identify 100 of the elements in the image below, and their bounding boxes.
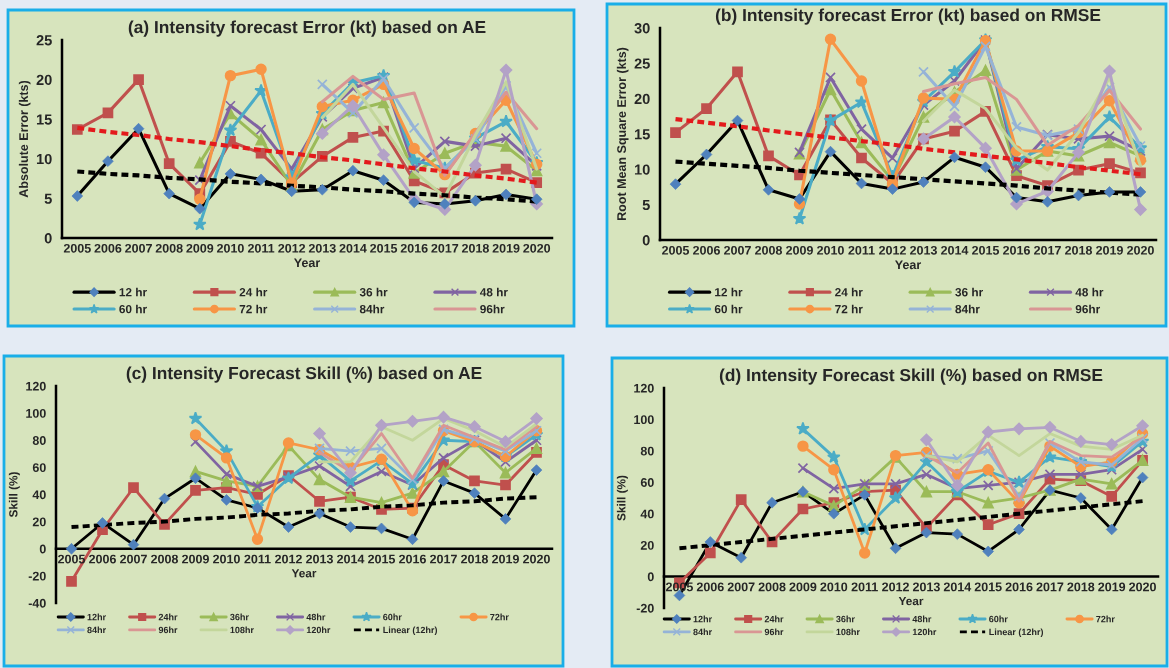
x-tick-label: 2018 — [461, 554, 489, 564]
x-tick-label: 2010 — [213, 554, 240, 564]
y-tick-label: 30 — [634, 23, 650, 34]
y-axis-title: Skill (%) — [8, 472, 20, 518]
legend-label: 60hr — [989, 615, 1008, 623]
x-tick-label: 2007 — [727, 582, 755, 592]
legend-label: 84hr — [87, 626, 106, 634]
x-tick-label: 2017 — [431, 243, 459, 253]
legend-label: 84hr — [955, 304, 980, 314]
x-tick-label: 2020 — [1127, 245, 1154, 255]
x-tick-label: 2019 — [492, 243, 520, 253]
x-tick-label: 2014 — [337, 554, 365, 564]
y-tick-label: 40 — [640, 509, 654, 519]
legend-label: 24hr — [158, 613, 178, 621]
x-tick-label: 2019 — [1098, 582, 1126, 592]
legend-label: 60hr — [383, 613, 402, 621]
x-tick-label: 2015 — [368, 554, 396, 564]
x-tick-label: 2018 — [1065, 245, 1093, 255]
x-tick-label: 2020 — [523, 554, 550, 564]
x-tick-label: 2012 — [275, 554, 302, 564]
y-tick-label: 0 — [44, 233, 52, 244]
x-tick-label: 2014 — [941, 245, 969, 255]
legend-label: 48 hr — [1075, 287, 1104, 297]
legend-label: 96hr — [158, 626, 178, 634]
legend-label: Linear (12hr) — [383, 626, 437, 635]
x-tick-label: 2017 — [1034, 245, 1061, 255]
chart-title: (c) Intensity Forecast Skill (%) based on AE — [126, 366, 482, 383]
x-tick-label: 2006 — [89, 554, 116, 564]
x-tick-label: 2010 — [216, 243, 244, 253]
legend-label: 48 hr — [479, 287, 508, 297]
y-tick-label: 60 — [640, 478, 654, 487]
y-tick-label: -40 — [28, 598, 46, 608]
x-tick-label: 2013 — [306, 554, 333, 564]
legend-label: 12hr — [87, 613, 106, 621]
legend-label: 96hr — [1075, 304, 1101, 314]
legend-label: 24 hr — [835, 287, 863, 297]
x-tick-label: 2009 — [786, 245, 813, 255]
x-tick-label: 2010 — [820, 582, 848, 592]
legend-label: 48hr — [306, 613, 326, 621]
legend-label: 120hr — [912, 628, 937, 636]
x-tick-label: 2006 — [693, 245, 720, 255]
legend-label: 24hr — [764, 615, 784, 623]
x-tick-label: 2013 — [308, 243, 336, 253]
y-tick-label: 5 — [44, 193, 52, 204]
x-tick-label: 2012 — [882, 582, 909, 592]
y-tick-label: 120 — [26, 381, 46, 391]
x-tick-label: 2008 — [758, 582, 786, 592]
x-tick-label: 2018 — [461, 243, 489, 253]
x-axis-title: Year — [895, 260, 922, 270]
y-tick-label: 25 — [634, 58, 650, 69]
y-axis-title: Skill (%) — [616, 475, 628, 521]
x-tick-label: 2011 — [247, 243, 275, 253]
chart-title: (d) Intensity Forecast Skill (%) based on RMSE — [719, 368, 1103, 385]
y-tick-label: -20 — [636, 603, 654, 613]
legend-label: 12 hr — [715, 287, 743, 297]
x-tick-label: 2011 — [851, 582, 878, 592]
x-tick-label: 2010 — [817, 245, 844, 255]
y-tick-label: 0 — [39, 544, 46, 554]
y-tick-label: 100 — [26, 408, 46, 418]
legend-label: 48hr — [912, 615, 932, 623]
y-tick-label: 40 — [32, 490, 46, 500]
x-tick-label: 2016 — [399, 554, 426, 564]
legend-label: 36 hr — [359, 287, 388, 297]
y-axis-title: Root Mean Square Error (kts) — [616, 47, 629, 220]
legend-label: 108hr — [230, 626, 254, 634]
y-tick-label: -20 — [28, 571, 46, 581]
y-tick-label: 20 — [640, 540, 654, 550]
legend-label: 72hr — [490, 613, 509, 621]
y-tick-label: 20 — [36, 74, 52, 86]
y-axis-title: Absolute Error (kts) — [18, 80, 31, 198]
x-tick-label: 2018 — [1067, 582, 1095, 592]
legend-label: 36hr — [836, 615, 855, 623]
y-tick-label: 80 — [32, 436, 46, 445]
x-tick-label: 2015 — [972, 245, 1000, 255]
x-tick-label: 2011 — [244, 554, 271, 564]
x-tick-label: 2013 — [912, 582, 940, 592]
x-tick-label: 2012 — [879, 245, 906, 255]
y-tick-label: 100 — [634, 415, 654, 425]
x-tick-label: 2017 — [430, 554, 457, 564]
x-tick-label: 2019 — [1096, 245, 1123, 255]
x-tick-label: 2017 — [1036, 582, 1064, 592]
x-tick-label: 2020 — [1129, 582, 1156, 592]
x-tick-label: 2007 — [125, 243, 152, 253]
legend-label: 36hr — [230, 613, 249, 621]
legend-label: 24 hr — [239, 287, 268, 297]
x-axis-title: Year — [294, 258, 321, 268]
x-tick-label: 2006 — [94, 243, 122, 253]
y-tick-label: 60 — [32, 463, 46, 473]
x-tick-label: 2012 — [278, 243, 306, 253]
legend-label: 108hr — [836, 628, 860, 636]
x-tick-label: 2007 — [120, 554, 147, 564]
x-tick-label: 2009 — [789, 582, 817, 592]
y-tick-label: 15 — [36, 114, 52, 125]
x-tick-label: 2005 — [662, 245, 690, 255]
x-tick-label: 2016 — [1003, 245, 1030, 255]
x-tick-label: 2007 — [724, 245, 751, 255]
x-tick-label: 2015 — [370, 243, 398, 253]
x-tick-label: 2008 — [755, 245, 783, 255]
legend-label: 72hr — [1096, 615, 1115, 623]
y-tick-label: 15 — [634, 129, 650, 140]
